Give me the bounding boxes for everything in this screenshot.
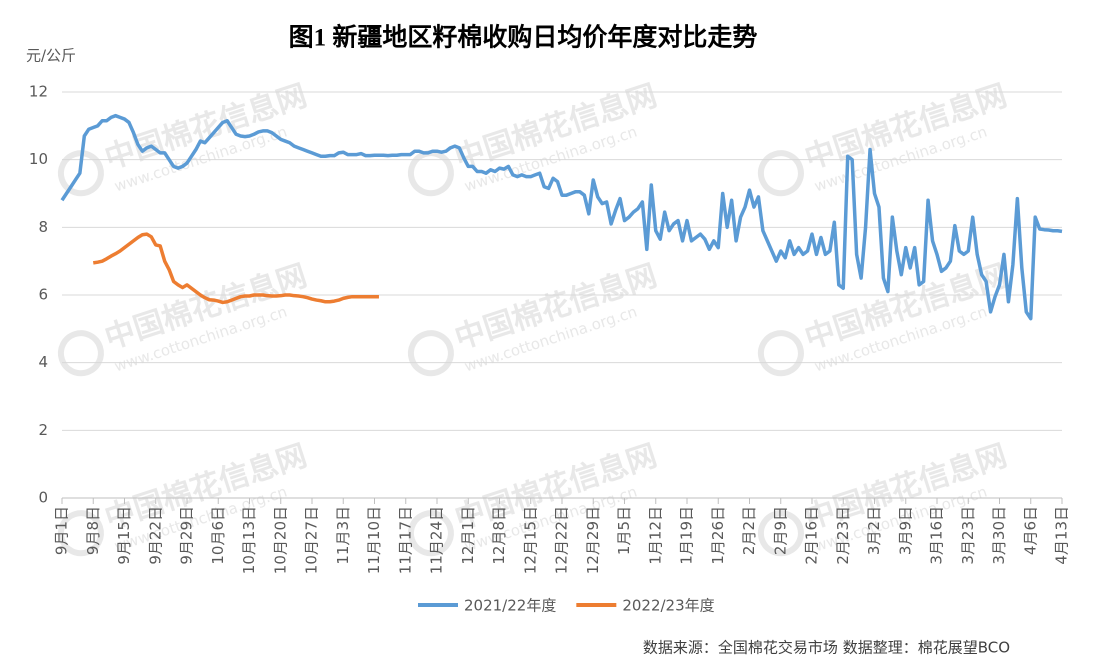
watermark-logo	[407, 330, 454, 377]
x-tick-label: 12月1日	[459, 506, 477, 565]
y-tick-label: 10	[29, 150, 48, 168]
x-tick-label: 1月5日	[615, 506, 633, 555]
x-tick-label: 4月6日	[1021, 506, 1039, 555]
x-tick-label: 9月8日	[84, 506, 102, 555]
source-note: 数据来源：全国棉花交易市场 数据整理：棉花展望BCO	[643, 639, 1010, 657]
x-tick-label: 2月2日	[740, 506, 758, 555]
y-tick-label: 8	[38, 218, 48, 236]
x-tick-label: 11月24日	[428, 506, 446, 574]
x-tick-label: 11月17日	[396, 506, 414, 574]
x-tick-label: 1月12日	[646, 506, 664, 565]
x-tick-label: 10月27日	[303, 506, 321, 574]
y-tick-label: 6	[38, 286, 48, 304]
x-tick-label: 11月10日	[365, 506, 383, 574]
x-tick-label: 9月1日	[53, 506, 71, 555]
x-tick-label: 3月9日	[896, 506, 914, 555]
x-tick-label: 10月13日	[240, 506, 258, 574]
x-tick-label: 3月2日	[865, 506, 883, 555]
x-tick-label: 10月20日	[271, 506, 289, 574]
legend-label: 2022/23年度	[622, 597, 714, 615]
y-axis-label: 元/公斤	[26, 47, 76, 65]
watermark-logo	[757, 150, 804, 197]
x-tick-label: 3月16日	[928, 506, 946, 565]
x-tick-label: 12月15日	[521, 506, 539, 574]
legend-label: 2021/22年度	[464, 597, 556, 615]
watermark-logo	[407, 510, 454, 557]
x-tick-label: 9月15日	[115, 506, 133, 565]
x-tick-label: 11月3日	[334, 506, 352, 565]
x-tick-label: 3月23日	[959, 506, 977, 565]
watermark-logo	[757, 330, 804, 377]
x-tick-label: 4月13日	[1053, 506, 1071, 565]
series-line	[92, 232, 379, 305]
y-tick-label: 0	[38, 489, 48, 507]
x-tick-label: 12月22日	[553, 506, 571, 574]
x-tick-label: 1月19日	[678, 506, 696, 565]
x-tick-label: 12月8日	[490, 506, 508, 565]
y-tick-label: 12	[29, 83, 48, 101]
x-tick-label: 2月16日	[803, 506, 821, 565]
series-line	[60, 113, 1063, 321]
watermark-logo	[57, 510, 104, 557]
chart-title: 图1 新疆地区籽棉收购日均价年度对比走势	[289, 23, 758, 52]
x-tick-label: 2月23日	[834, 506, 852, 565]
x-tick-label: 10月6日	[209, 506, 227, 565]
watermark-logo	[57, 330, 104, 377]
x-tick-label: 9月29日	[178, 506, 196, 565]
watermark-logo	[757, 510, 804, 557]
x-tick-label: 3月30日	[990, 506, 1008, 565]
y-tick-label: 2	[38, 421, 48, 439]
x-tick-label: 2月9日	[771, 506, 789, 555]
watermark-logo	[57, 150, 104, 197]
x-tick-label: 1月26日	[709, 506, 727, 565]
y-tick-label: 4	[38, 353, 48, 371]
x-tick-label: 9月22日	[146, 506, 164, 565]
x-tick-label: 12月29日	[584, 506, 602, 574]
watermark-logo	[407, 150, 454, 197]
